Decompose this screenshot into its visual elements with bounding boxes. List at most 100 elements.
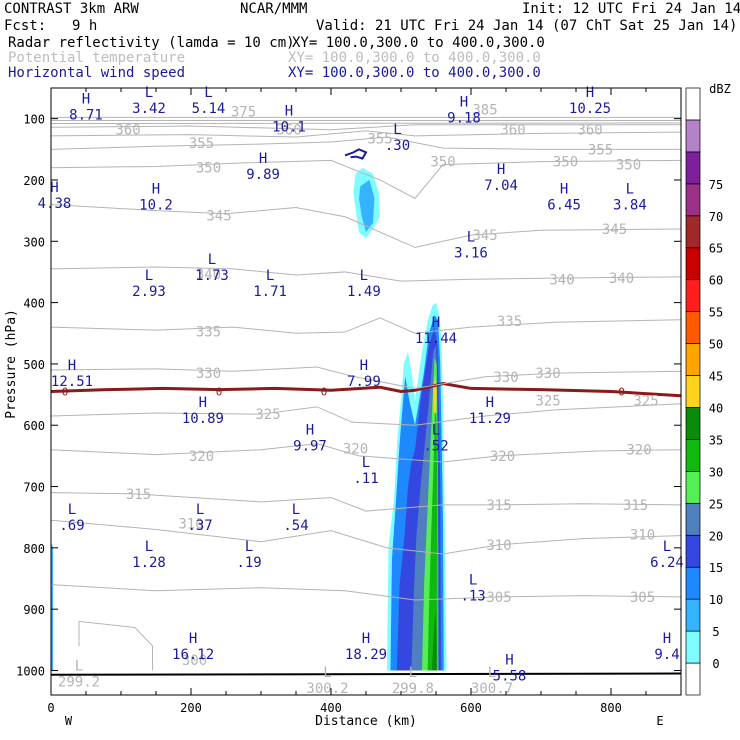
wind-extremum-marker: H [432,315,440,331]
theta-contour [51,203,681,248]
wind-extremum-marker: H [82,91,90,107]
x-axis-label: Distance (km) [315,714,417,729]
wind-extremum-value: 1.71 [253,284,287,300]
colorbar-tick-label: 45 [709,370,723,384]
surface-theta-marker: L [323,665,331,681]
theta-label: 360 [500,123,525,139]
y-tick-label: 1000 [16,664,45,678]
forecast-label: Fcst: [4,18,47,34]
theta-label: 360 [577,123,602,139]
wind-extremum-value: 2.93 [132,284,166,300]
colorbar-swatch [685,215,701,249]
colorbar-swatch [685,439,701,472]
wind-extremum-value: .19 [236,555,261,571]
colorbar-tick-label: 50 [709,338,723,352]
theta-label: 300 [182,653,207,669]
reflectivity-area [433,376,437,413]
wind-extremum-marker: H [285,104,293,120]
theta-contour [51,266,681,282]
x-tick-label: 600 [460,701,482,715]
colorbar-tick-label: 65 [709,242,723,256]
theta-label: 325 [255,407,280,423]
wind-extremum-value: .11 [353,471,378,487]
wind-extremum-marker: H [199,395,207,411]
theta-label: 310 [486,538,511,554]
reflectivity-area [422,357,439,671]
colorbar-swatch [685,471,701,504]
wind-extremum-marker: H [586,85,594,101]
theta-label: 335 [196,324,221,340]
theta-label: 330 [535,366,560,382]
theta-label: 320 [490,449,515,465]
colorbar-tick-label: 75 [709,178,723,192]
reflectivity-area [359,179,375,233]
wind-extremum-value: 5.58 [493,668,527,684]
model-title: CONTRAST 3km ARW [4,1,139,17]
surface-theta-marker: L [75,659,83,675]
wind-extremum-marker: H [663,631,671,647]
reflectivity-area [427,400,438,671]
wind-extremum-marker: L [204,85,212,101]
wind-extremum-marker: L [68,502,76,518]
theta-label: 325 [535,394,560,410]
wind-extremum-value: 16.12 [172,647,214,663]
wind-extremum-marker: H [560,181,568,197]
zero-isotherm-label: 0 [216,386,223,399]
colorbar-tick-label: 30 [709,465,723,479]
theta-contour [51,136,681,150]
colorbar-tick-label: 15 [709,561,723,575]
theta-label: 355 [189,136,214,152]
wind-contour [344,148,368,160]
theta-contour [51,122,681,125]
wind-extremum-value: 1.73 [195,268,229,284]
theta-label: 320 [189,449,214,465]
x-tick-label: 400 [320,701,342,715]
theta-label: 355 [588,142,613,158]
colorbar-swatch [685,151,701,185]
theta-contour [78,620,153,671]
wind-extremum-marker: L [245,539,253,555]
theta-label: 355 [367,131,392,147]
theta-contour [51,130,681,138]
colorbar-tick-label: 25 [709,497,723,511]
theta-contour [51,443,681,463]
wind-extremum-value: 10.89 [182,411,224,427]
wind-extremum-marker: L [432,422,440,438]
theta-label: 335 [497,314,522,330]
theta-label: 315 [126,487,151,503]
wind-extremum-value: 5.14 [192,101,226,117]
theta-contour [51,403,681,426]
colorbar-swatch [685,279,701,312]
wind-extremum-marker: H [505,652,513,668]
wind-extremum-marker: L [469,573,477,589]
colorbar-tick-label: 10 [709,593,723,607]
theta-contour [51,519,681,555]
x-end-label-east: E [656,714,663,728]
wind-extremum-marker: L [360,268,368,284]
wind-extremum-value: 3.16 [454,245,488,261]
wind-extremum-marker: L [145,85,153,101]
wind-extremum-value: 10.2 [139,197,173,213]
wind-extremum-value: 9.89 [246,167,280,183]
theta-contour [51,584,681,601]
wind-extremum-marker: H [306,422,314,438]
theta-label: 310 [178,516,203,532]
wind-extremum-marker: L [196,502,204,518]
wind-extremum-marker: H [152,181,160,197]
wind-extremum-value: 9.97 [293,438,327,454]
surface-theta-value: 300.2 [306,681,348,697]
wind-extremum-value: 11.44 [415,331,457,347]
reflectivity-area [353,167,380,239]
y-tick-label: 900 [23,603,45,617]
theta-label: 325 [633,394,658,410]
colorbar-tick-label: 20 [709,529,723,543]
wind-extremum-value: 8.71 [69,107,103,123]
wind-extremum-value: .52 [423,438,448,454]
colorbar-swatch [685,375,701,408]
reflectivity-area [431,609,437,671]
colorbar-swatch [685,630,701,664]
theta-label: 350 [553,155,578,171]
wind-extremum-marker: L [292,502,300,518]
reflectivity-area [396,327,441,671]
wind-extremum-value: 3.84 [613,197,647,213]
